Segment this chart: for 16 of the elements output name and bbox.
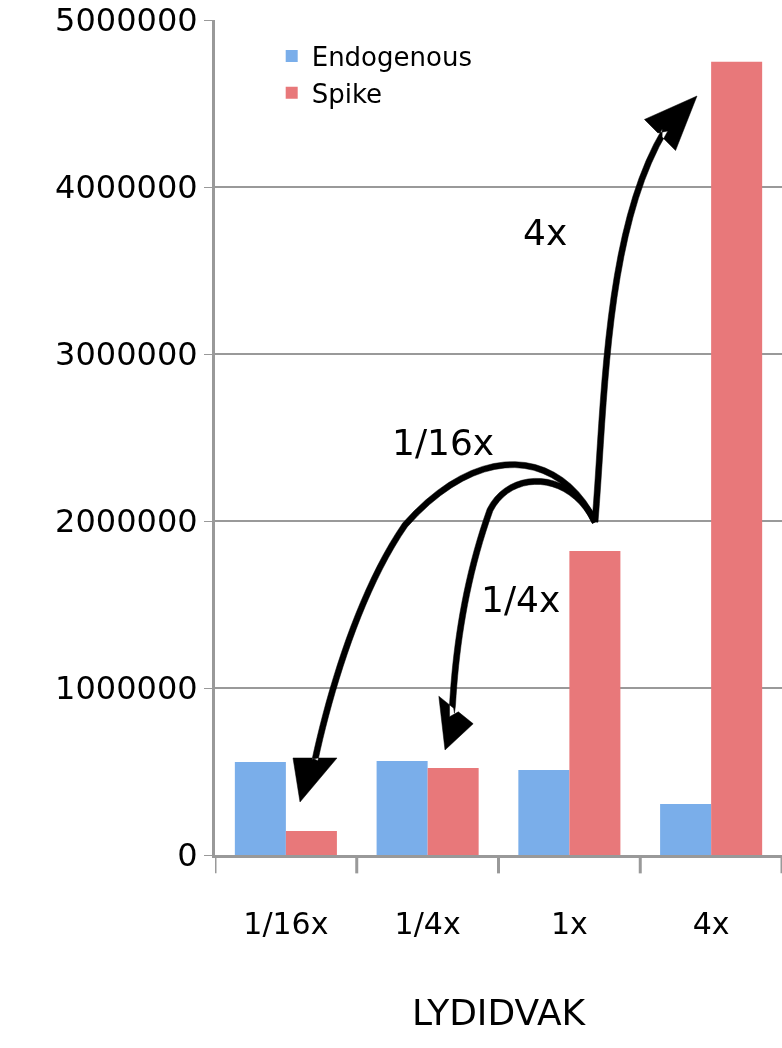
- y-tick-label: 2000000: [55, 502, 198, 541]
- x-tick-label: 1/4x: [394, 906, 461, 941]
- annotation: 1/4x: [481, 579, 561, 620]
- y-tick-label: 5000000: [55, 1, 198, 40]
- legend-label: Spike: [311, 78, 383, 109]
- x-tick-label: 1x: [550, 906, 588, 941]
- y-tick-label: 3000000: [55, 335, 198, 374]
- annotation: 1/16x: [392, 422, 495, 463]
- legend-label: Endogenous: [311, 42, 472, 73]
- annotation: 4x: [523, 212, 568, 253]
- y-tick-label: 4000000: [55, 168, 198, 207]
- x-tick-label: 1/16x: [243, 906, 329, 941]
- x-tick-label: 4x: [692, 906, 730, 941]
- x-axis-title: LYDIDVAK: [411, 991, 587, 1033]
- y-tick-label: 0: [177, 836, 198, 875]
- y-tick-label: 1000000: [55, 669, 198, 708]
